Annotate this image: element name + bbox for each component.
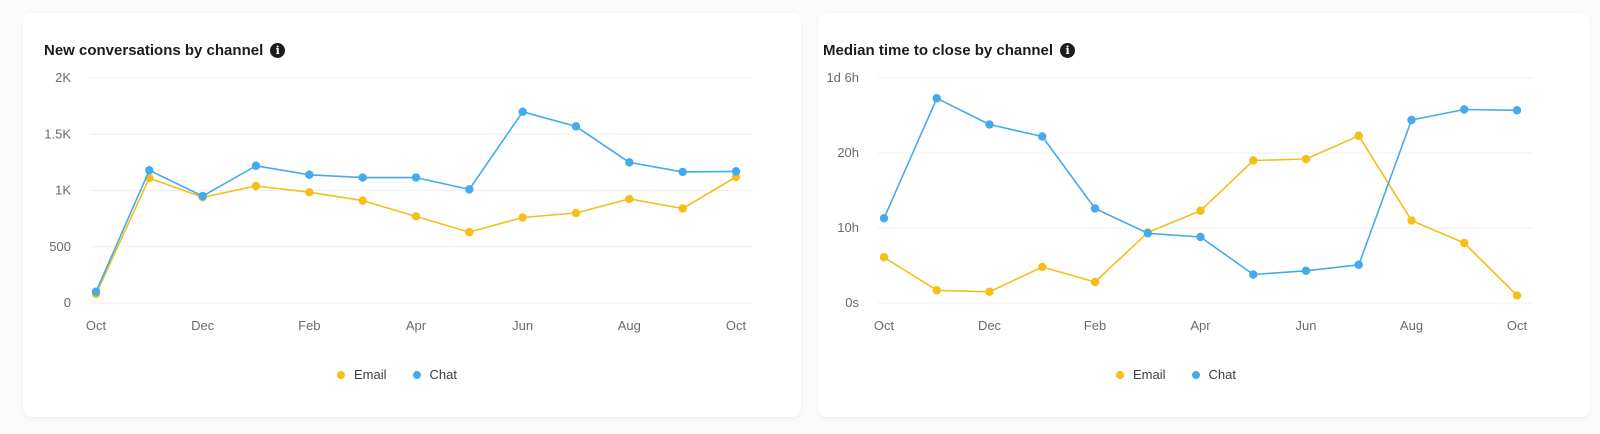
data-point-email — [1249, 156, 1258, 165]
data-point-email — [1407, 216, 1416, 225]
data-point-chat — [731, 167, 741, 176]
x-tick-label: Feb — [298, 318, 320, 333]
legend-dot — [412, 370, 421, 379]
legend-dot — [1191, 370, 1200, 379]
y-tick-label: 500 — [49, 239, 71, 254]
data-point-email — [625, 194, 634, 204]
data-point-chat — [91, 287, 101, 296]
data-point-email — [678, 204, 687, 213]
legend-item-chat[interactable]: Chat — [412, 367, 457, 382]
data-point-chat — [251, 161, 261, 170]
chart-title: New conversations by channel i — [44, 42, 286, 59]
x-tick-label: Aug — [1400, 318, 1423, 333]
data-point-email — [251, 181, 261, 191]
legend-item-email[interactable]: Email — [1116, 367, 1166, 382]
data-point-email — [465, 227, 474, 237]
data-point-email — [1460, 238, 1469, 248]
data-point-chat — [879, 214, 889, 223]
y-tick-label: 10h — [837, 220, 859, 235]
x-tick-label: Aug — [618, 318, 641, 333]
legend-dot — [1116, 370, 1124, 379]
data-point-chat — [465, 185, 474, 194]
x-tick-label: Oct — [86, 318, 107, 333]
data-point-chat — [1196, 232, 1205, 242]
x-tick-label: Dec — [191, 318, 215, 333]
x-tick-label: Feb — [1084, 318, 1106, 333]
data-point-email — [358, 196, 367, 205]
data-point-email — [1090, 277, 1100, 287]
y-tick-label: 1d 6h — [826, 70, 859, 85]
data-point-email — [305, 187, 314, 197]
data-point-chat — [305, 170, 314, 179]
x-tick-label: Oct — [874, 318, 895, 333]
x-tick-label: Dec — [978, 318, 1002, 333]
info-icon[interactable]: i — [1060, 43, 1076, 58]
data-point-chat — [198, 191, 207, 201]
data-point-email — [985, 287, 994, 296]
legend-label: Chat — [429, 367, 457, 382]
data-point-chat — [625, 158, 634, 167]
data-point-chat — [1512, 106, 1522, 115]
series-line-email — [95, 176, 737, 295]
data-point-chat — [145, 166, 154, 175]
legend-label: Email — [354, 367, 387, 382]
series-line-email — [883, 135, 1518, 297]
x-tick-label: Apr — [1190, 318, 1211, 333]
data-point-chat — [1249, 270, 1258, 279]
data-point-chat — [1460, 105, 1469, 114]
chart-title: Median time to close by channel i — [823, 42, 1076, 59]
data-point-chat — [1038, 132, 1047, 141]
data-point-email — [879, 253, 889, 262]
x-tick-label: Jun — [1296, 318, 1317, 333]
data-point-email — [1512, 291, 1522, 300]
y-tick-label: 0s — [845, 295, 859, 310]
y-tick-label: 0 — [64, 295, 71, 310]
new-conversations-card: New conversations by channel i 0 500 1K 1.5… — [23, 13, 801, 417]
data-point-chat — [358, 173, 367, 182]
y-tick-label: 2K — [55, 70, 71, 85]
data-point-email — [932, 286, 941, 295]
data-point-chat — [1301, 266, 1311, 275]
data-point-chat — [571, 122, 581, 131]
data-point-chat — [678, 167, 687, 177]
info-icon[interactable]: i — [270, 43, 286, 58]
x-tick-label: Apr — [406, 318, 427, 333]
chart-title-text: Median time to close by channel — [823, 42, 1054, 59]
data-point-email — [1354, 131, 1363, 140]
data-point-chat — [518, 107, 527, 116]
x-tick-label: Oct — [1507, 318, 1528, 333]
legend-dot — [337, 370, 345, 379]
data-point-chat — [1143, 229, 1152, 238]
data-point-email — [1301, 154, 1311, 164]
median-time-to-close-card: Median time to close by channel i 0s 10h 2… — [818, 13, 1590, 417]
new-conversations-line-chart: 0 500 1K 1.5K 2K Oct Dec Feb Apr Jun Aug Oct — [44, 70, 752, 333]
data-point-email — [571, 208, 581, 218]
chart-title-text: New conversations by channel — [44, 42, 264, 59]
x-tick-label: Jun — [512, 318, 533, 333]
y-tick-label: 1.5K — [44, 126, 71, 141]
data-point-email — [1196, 206, 1205, 215]
y-tick-label: 20h — [837, 145, 859, 160]
data-point-email — [411, 212, 421, 221]
legend-label: Email — [1133, 367, 1166, 382]
legend-label: Chat — [1208, 367, 1236, 382]
median-time-to-close-line-chart: 0s 10h 20h 1d 6h Oct Dec Feb Apr Jun Aug Oct — [826, 70, 1533, 333]
chart-legend: Email Chat — [1116, 367, 1236, 382]
chart-legend: Email Chat — [337, 367, 457, 382]
data-point-chat — [985, 120, 994, 129]
legend-item-email[interactable]: Email — [337, 367, 387, 382]
series-line-chat — [883, 97, 1518, 276]
data-point-chat — [1407, 115, 1416, 125]
data-point-chat — [1090, 204, 1100, 213]
data-point-email — [1038, 262, 1047, 272]
legend-item-chat[interactable]: Chat — [1191, 367, 1236, 382]
data-point-chat — [932, 94, 941, 103]
data-point-chat — [1354, 260, 1363, 269]
series-line-chat — [95, 111, 737, 293]
data-point-chat — [411, 173, 421, 182]
data-point-email — [518, 213, 527, 222]
y-tick-label: 1K — [55, 183, 71, 198]
x-tick-label: Oct — [726, 318, 747, 333]
